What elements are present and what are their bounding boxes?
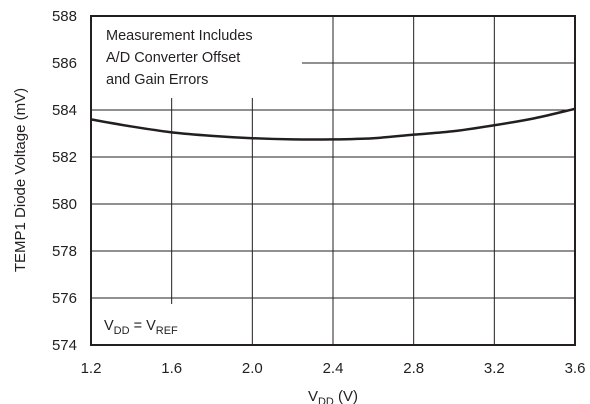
- annotation-boxes: [92, 16, 302, 344]
- x-axis-title-sub: DD: [318, 396, 334, 404]
- x-tick-label: 3.2: [484, 360, 505, 377]
- condition-vdd-sub: DD: [114, 325, 130, 337]
- annotation-measurement-line-3: and Gain Errors: [106, 72, 208, 88]
- series-line: [90, 107, 576, 141]
- x-axis-title-main: V: [308, 388, 318, 404]
- x-tick-label: 2.0: [242, 360, 263, 377]
- series-layer: [90, 107, 576, 141]
- y-tick-label: 584: [52, 102, 77, 119]
- condition-equals-v: = V: [130, 318, 157, 334]
- y-tick-label: 576: [52, 290, 77, 307]
- condition-ref-sub: REF: [156, 325, 178, 337]
- x-tick-label: 2.4: [323, 360, 344, 377]
- annotation-measurement-line-2: A/D Converter Offset: [106, 50, 240, 66]
- y-tick-label: 580: [52, 196, 77, 213]
- x-tick-label: 2.8: [403, 360, 424, 377]
- annotation-box-measurement: [92, 16, 302, 98]
- y-tick-label: 574: [52, 337, 77, 354]
- x-tick-label: 3.6: [565, 360, 586, 377]
- condition-vdd: V: [104, 318, 114, 334]
- x-axis-title-suffix: (V): [334, 388, 358, 404]
- x-tick-label: 1.2: [81, 360, 102, 377]
- annotation-condition: VDD = VREF: [104, 318, 178, 337]
- annotation-box-condition: [92, 304, 204, 344]
- y-tick-label: 578: [52, 243, 77, 260]
- y-tick-label: 582: [52, 149, 77, 166]
- x-axis-title: VDD (V): [308, 388, 358, 404]
- y-tick-label: 586: [52, 55, 77, 72]
- y-tick-label: 588: [52, 8, 77, 25]
- x-tick-labels: 1.2 1.6 2.0 2.4 2.8 3.2 3.6: [81, 360, 586, 377]
- annotation-measurement-line-1: Measurement Includes: [106, 28, 253, 44]
- y-axis-title: TEMP1 Diode Voltage (mV): [12, 88, 29, 272]
- y-tick-labels: 574 576 578 580 582 584 586 588: [52, 8, 77, 354]
- x-tick-label: 1.6: [161, 360, 182, 377]
- plot-frame: [90, 15, 576, 346]
